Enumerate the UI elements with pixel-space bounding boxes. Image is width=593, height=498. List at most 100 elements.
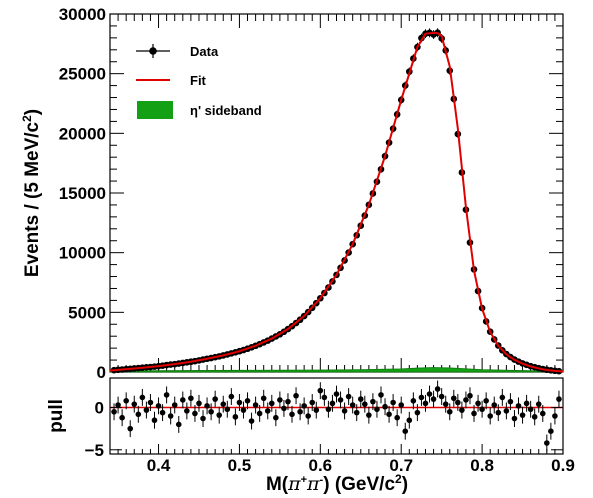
xlabel-sup2: - [320, 474, 324, 486]
pull-point [313, 407, 320, 413]
pull-point [378, 392, 384, 398]
legend-fit-label: Fit [190, 73, 207, 88]
pull-point [442, 401, 449, 407]
pull-point [463, 397, 469, 403]
xlabel-sup1: + [301, 474, 307, 486]
main-plot-frame [109, 13, 564, 373]
pull-point [305, 413, 311, 419]
pull-point [491, 402, 498, 408]
x-tick-label: 0.5 [228, 456, 252, 475]
main-y-tick-label: 5000 [68, 303, 106, 322]
pull-point [483, 398, 489, 404]
pull-point [426, 391, 433, 397]
pull-point [155, 403, 162, 409]
pull-point [519, 412, 526, 418]
legend-sideband-swatch [137, 101, 173, 119]
pull-point [438, 393, 445, 400]
x-tick-label: 0.4 [147, 456, 171, 475]
x-tick-label: 0.6 [309, 456, 333, 475]
pull-point [216, 412, 223, 418]
pull-point [180, 397, 186, 403]
pull-point [163, 392, 170, 398]
pull-point [224, 406, 231, 413]
pull-point [370, 398, 376, 405]
main-y-tick-labels: 0 5000 10000 15000 20000 25000 30000 [59, 5, 106, 382]
pull-point [341, 408, 348, 414]
pull-point [495, 409, 502, 416]
main-y-tick-label: 10000 [59, 244, 106, 263]
pull-point [487, 413, 493, 419]
xlabel-post: ) [402, 474, 408, 495]
pull-point [167, 413, 174, 419]
pull-point [527, 406, 534, 413]
x-tick-label: 0.8 [470, 456, 494, 475]
pull-point [511, 415, 518, 422]
pull-point [450, 395, 457, 402]
legend-sideband-label: η' sideband [190, 103, 262, 118]
legend-entry-fit: Fit [136, 73, 207, 88]
pull-point [301, 403, 307, 409]
legend-data-marker [149, 47, 157, 55]
pull-point [499, 394, 506, 401]
pull-point [386, 411, 392, 418]
xlabel-sup3: 2 [395, 472, 402, 486]
pull-point [260, 395, 267, 402]
pull-point [329, 400, 336, 407]
pull-point [406, 417, 413, 424]
pull-point [252, 402, 259, 408]
pull-point [188, 395, 194, 402]
pull-point [398, 402, 405, 408]
pull-point [244, 398, 251, 404]
xlabel-pre: M( [266, 474, 289, 495]
legend-entry-data: Data [136, 44, 219, 59]
xlabel-pi1: π [287, 473, 301, 495]
pull-point [552, 413, 558, 419]
pull-point [418, 394, 425, 401]
pull-point [228, 393, 235, 400]
pull-point [366, 412, 372, 418]
pull-point [475, 400, 481, 407]
pull-point [119, 414, 125, 421]
main-plot-panel: 0 5000 10000 15000 20000 25000 30000 Events / … [20, 5, 564, 382]
data-points-layer [110, 28, 563, 375]
pull-point [232, 414, 239, 420]
pull-point [503, 408, 510, 414]
pull-point [471, 410, 477, 417]
pull-y-tick-label: −5 [85, 441, 104, 460]
pull-y-tick-labels: −5 0 [85, 399, 104, 460]
pull-point [256, 410, 263, 417]
legend-data-label: Data [190, 44, 219, 59]
pull-axis-ticks [110, 407, 564, 454]
pull-point [321, 394, 328, 401]
fit-curve [109, 31, 564, 373]
pull-point [325, 406, 332, 413]
pull-point [410, 398, 417, 404]
pull-point [240, 407, 247, 413]
x-tick-labels: 0.4 0.5 0.6 0.7 0.8 0.9 [147, 456, 575, 475]
pull-point [135, 411, 142, 418]
pull-point [515, 403, 522, 409]
pull-point [147, 399, 154, 406]
pull-point [353, 409, 360, 416]
pull-y-axis-title: pull [46, 399, 67, 433]
main-y-tick-label: 0 [97, 363, 106, 382]
pull-point [362, 401, 368, 407]
pull-point [212, 396, 218, 402]
pull-point [535, 401, 542, 407]
pull-point [139, 394, 146, 401]
pull-point [204, 403, 210, 409]
main-y-axis-title: Events / (5 MeV/c2) [20, 109, 43, 277]
main-y-tick-label: 20000 [59, 124, 106, 143]
pull-point [192, 410, 198, 417]
legend-entry-sideband: η' sideband [137, 101, 262, 119]
pull-point [414, 409, 421, 416]
pull-point [123, 398, 129, 404]
pull-point [184, 408, 190, 414]
pull-point [539, 410, 546, 417]
pull-point [382, 403, 388, 410]
xlabel-pi2: π [306, 473, 320, 495]
pull-point [208, 408, 214, 415]
pull-point [333, 391, 340, 397]
pull-point [548, 428, 554, 435]
